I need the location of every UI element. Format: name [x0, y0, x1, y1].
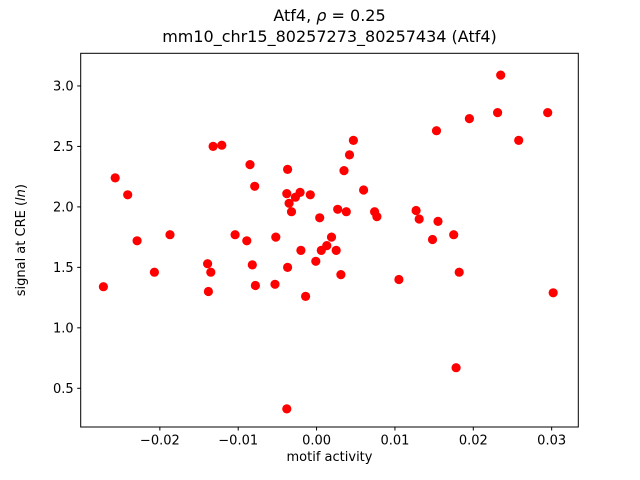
data-point [451, 363, 461, 373]
data-point [286, 207, 297, 217]
data-point [217, 140, 227, 150]
data-point [336, 270, 346, 280]
data-point [344, 150, 355, 160]
x-tick-label: −0.01 [218, 434, 258, 449]
y-axis: 0.5 1.0 1.5 2.0 2.5 3.0 [53, 79, 81, 397]
data-point [496, 70, 506, 80]
data-point [339, 166, 349, 176]
data-point [247, 260, 257, 270]
data-point [433, 216, 443, 226]
data-point [206, 267, 216, 277]
data-point [454, 267, 464, 277]
x-tick-label: 0.03 [537, 434, 566, 449]
text-segment-pre: signal at CRE ( [14, 201, 29, 296]
data-point [242, 236, 252, 246]
data-point [311, 256, 321, 266]
data-point [250, 280, 260, 291]
data-point [284, 198, 294, 208]
data-point [514, 135, 524, 145]
data-point [449, 230, 459, 240]
y-tick-label: 1.5 [53, 261, 74, 276]
text-segment-post: ) [14, 184, 29, 189]
data-point [543, 108, 553, 118]
x-axis-label: motif activity [287, 450, 373, 465]
data-point [464, 114, 474, 124]
data-point [230, 230, 240, 240]
data-point [341, 207, 351, 217]
x-tick-label: −0.02 [140, 434, 180, 449]
data-point [331, 245, 341, 255]
data-point [394, 274, 404, 285]
data-point [270, 279, 280, 289]
data-point [203, 259, 213, 269]
data-point [283, 164, 293, 174]
data-points [98, 70, 558, 414]
data-point [245, 160, 255, 170]
data-point [250, 181, 260, 191]
data-point [315, 213, 325, 223]
data-point [149, 267, 159, 277]
y-tick-label: 0.5 [53, 382, 74, 397]
y-tick-label: 3.0 [53, 79, 74, 94]
data-point [372, 212, 382, 222]
data-point [548, 288, 558, 298]
plot-area: Atf4, ρ = 0.25 mm10_chr15_80257273_802574… [14, 6, 579, 465]
chart-title: Atf4, ρ = 0.25 [273, 6, 385, 25]
data-point [98, 282, 108, 292]
y-tick-label: 2.0 [53, 200, 74, 215]
x-tick-label: 0.02 [459, 434, 488, 449]
data-point [282, 189, 292, 199]
x-axis: −0.02 −0.01 0.00 0.01 0.02 0.03 [140, 427, 566, 449]
data-point [427, 234, 438, 245]
text-segment-pre: Atf4, [273, 6, 316, 25]
y-axis-label: signal at CRE (ln) [14, 184, 29, 296]
data-point [208, 141, 218, 151]
data-point [359, 185, 369, 195]
text-segment-italic: ρ [316, 6, 326, 25]
text-segment-italic: ln [14, 189, 29, 201]
x-tick-label: 0.01 [380, 434, 409, 449]
data-point [132, 236, 142, 246]
chart-subtitle: mm10_chr15_80257273_80257434 (Atf4) [162, 27, 497, 47]
data-point [165, 230, 175, 240]
data-point [333, 204, 343, 214]
data-point [411, 205, 421, 216]
data-point [283, 262, 293, 272]
data-point [110, 173, 120, 183]
data-point [493, 108, 503, 118]
data-point [431, 126, 442, 136]
text-segment-post: = 0.25 [326, 6, 385, 25]
data-point [123, 190, 133, 200]
axes-frame [80, 52, 579, 428]
data-point [348, 135, 358, 145]
data-point [271, 232, 281, 242]
data-point [282, 404, 292, 414]
data-point [326, 232, 337, 242]
data-point [305, 190, 315, 200]
data-point [414, 214, 424, 224]
y-tick-label: 2.5 [53, 140, 74, 155]
data-point [295, 187, 305, 197]
y-tick-label: 1.0 [53, 321, 74, 336]
data-point [301, 291, 311, 301]
x-tick-label: 0.00 [302, 434, 331, 449]
data-point [203, 286, 213, 297]
data-point [322, 241, 332, 251]
data-point [296, 245, 306, 255]
